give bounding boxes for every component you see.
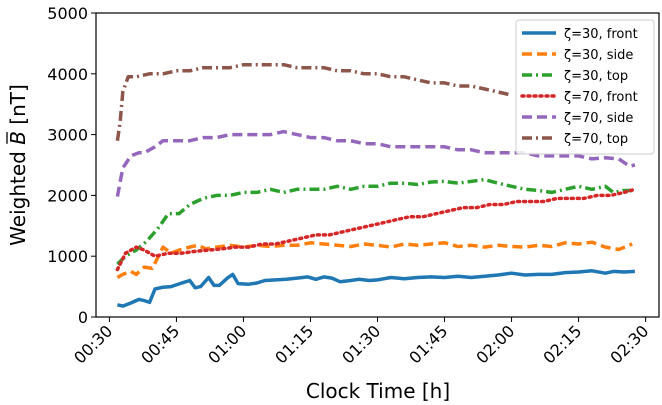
y-axis: 0 1000 2000 3000 4000 5000 xyxy=(47,4,96,327)
x-tick-label: 02:00 xyxy=(472,321,518,367)
plot-area xyxy=(95,12,660,318)
legend-label: ζ=30, side xyxy=(564,48,633,63)
y-axis-label-symbol: B xyxy=(6,131,30,145)
series-line-2 xyxy=(116,177,635,266)
x-tick-label: 02:30 xyxy=(606,321,652,367)
x-tick-label: 00:30 xyxy=(70,321,116,367)
series-line-3 xyxy=(115,187,637,272)
legend-label: ζ=30, top xyxy=(564,69,628,84)
y-tick-label: 2000 xyxy=(47,186,88,205)
x-tick-label: 02:15 xyxy=(539,321,585,367)
series-line-0 xyxy=(116,269,635,308)
legend-label: ζ=30, front xyxy=(564,27,638,42)
legend-label: ζ=70, front xyxy=(564,90,638,105)
series-line-4 xyxy=(115,129,636,197)
legend-items: ζ=30, front ζ=30, side ζ=30, top ζ=70, fron… xyxy=(520,27,638,147)
svg-text:Weighted B [nT]: Weighted B [nT] xyxy=(6,84,30,246)
legend-box xyxy=(515,19,655,155)
x-tick-label: 01:00 xyxy=(204,321,250,367)
y-tick-label: 0 xyxy=(78,308,88,327)
y-tick-label: 5000 xyxy=(47,4,88,23)
x-tick-label: 01:30 xyxy=(338,321,384,367)
series-line-5 xyxy=(115,62,512,141)
y-axis-label-unit: [nT] xyxy=(6,84,30,131)
legend-label: ζ=70, top xyxy=(564,132,628,147)
x-axis-label: Clock Time [h] xyxy=(306,379,450,403)
y-tick-label: 4000 xyxy=(47,65,88,84)
x-tick-label: 01:45 xyxy=(405,321,451,367)
series-layer xyxy=(115,62,637,308)
y-axis-label: Weighted B [nT] xyxy=(6,84,30,246)
series-line-1 xyxy=(116,240,633,280)
x-tick-label: 01:15 xyxy=(271,321,317,367)
legend-label: ζ=70, side xyxy=(564,111,633,126)
legend: ζ=30, front ζ=30, side ζ=30, top ζ=70, fron… xyxy=(515,19,655,155)
x-tick-label: 00:45 xyxy=(137,321,183,367)
y-tick-label: 3000 xyxy=(47,126,88,145)
y-tick-label: 1000 xyxy=(47,247,88,266)
x-axis: 00:30 00:45 01:00 01:15 01:30 01:45 02:00 02:15… xyxy=(70,317,652,367)
y-axis-label-base: Weighted xyxy=(6,145,30,246)
